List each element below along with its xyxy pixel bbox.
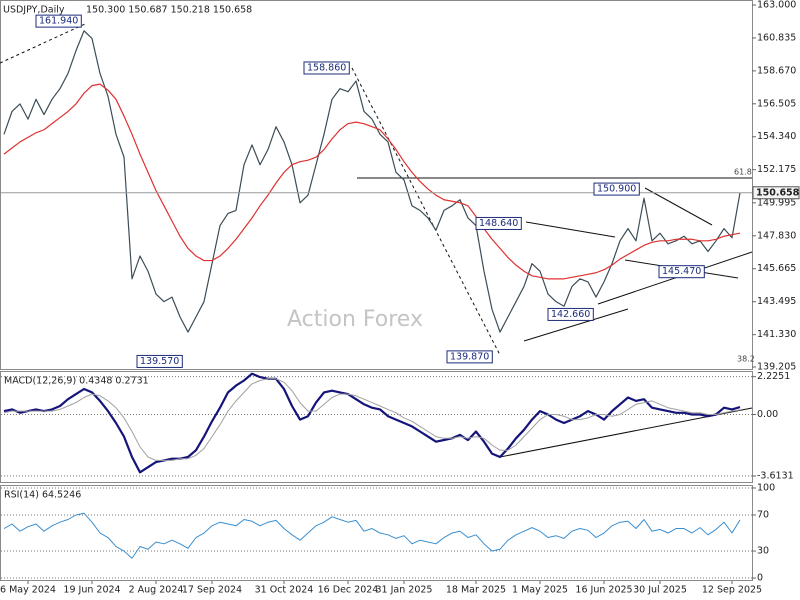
annotation-box bbox=[303, 61, 350, 75]
y-tick-label: 141.330 bbox=[757, 329, 796, 340]
fib-label: 61.8 bbox=[734, 168, 752, 177]
y-tick-label: 158.670 bbox=[757, 65, 796, 76]
y-tick-label: 100 bbox=[757, 482, 775, 493]
annotation-label: 139.870 bbox=[450, 351, 489, 362]
y-tick-label: 143.495 bbox=[757, 296, 796, 307]
last-price-box bbox=[752, 186, 800, 200]
y-tick-label: 139.205 bbox=[757, 362, 796, 373]
annotation-label: 150.900 bbox=[597, 184, 636, 195]
line-series bbox=[3, 30, 741, 333]
line-series bbox=[3, 512, 741, 559]
x-tick-label: 17 Sep 2024 bbox=[182, 585, 242, 596]
trendline bbox=[525, 221, 616, 238]
macd-title: MACD(12,26,9) 0.4348 0.2731 bbox=[4, 376, 149, 387]
macd-panel bbox=[0, 371, 753, 483]
x-tick-label: 19 Jun 2024 bbox=[63, 585, 120, 596]
y-tick-label: 147.830 bbox=[757, 230, 796, 241]
y-tick-label: 30 bbox=[757, 546, 769, 557]
line-series bbox=[3, 378, 741, 461]
trendline bbox=[523, 308, 629, 342]
x-tick-label: 2 Aug 2024 bbox=[129, 585, 184, 596]
annotation-box bbox=[593, 182, 640, 196]
y-tick-label: 145.665 bbox=[757, 263, 796, 274]
fib-label: 38.2 bbox=[737, 355, 755, 364]
x-tick-label: 31 Jan 2025 bbox=[376, 585, 433, 596]
annotation-label: 158.860 bbox=[307, 62, 346, 73]
x-tick-label: 1 May 2025 bbox=[512, 585, 568, 596]
line-series bbox=[3, 83, 741, 280]
last-price-label: 150.658 bbox=[756, 187, 800, 198]
x-tick-label: 30 Jul 2025 bbox=[633, 585, 687, 596]
annotation-label: 148.640 bbox=[479, 218, 518, 229]
y-tick-label: 152.175 bbox=[757, 164, 796, 175]
annotation-box bbox=[136, 354, 183, 368]
x-tick-label: 18 Mar 2025 bbox=[446, 585, 506, 596]
ohlc-label: 150.300 150.687 150.218 150.658 bbox=[86, 5, 252, 16]
annotation-box bbox=[475, 216, 522, 230]
y-tick-label: 156.505 bbox=[757, 98, 796, 109]
x-tick-label: 16 Jun 2025 bbox=[575, 585, 632, 596]
y-tick-label: -3.6131 bbox=[757, 470, 794, 481]
rsi-panel bbox=[0, 485, 753, 581]
y-tick-label: 154.340 bbox=[757, 131, 796, 142]
y-tick-label: 160.835 bbox=[757, 32, 796, 43]
y-tick-label: 149.995 bbox=[757, 197, 796, 208]
annotation-box bbox=[547, 307, 594, 321]
x-tick-label: 6 May 2024 bbox=[0, 585, 56, 596]
y-tick-label: 163.000 bbox=[757, 0, 796, 11]
annotation-label: 142.660 bbox=[551, 309, 590, 320]
x-tick-label: 31 Oct 2024 bbox=[255, 585, 314, 596]
y-tick-label: 2.2251 bbox=[757, 371, 790, 382]
y-tick-label: 0 bbox=[757, 573, 763, 584]
annotation-label: 139.570 bbox=[140, 356, 179, 367]
y-tick-label: 70 bbox=[757, 509, 769, 520]
x-tick-label: 16 Dec 2024 bbox=[318, 585, 379, 596]
annotation-label: 161.940 bbox=[39, 16, 78, 27]
annotation-box bbox=[35, 14, 82, 28]
rsi-title: RSI(14) 64.5246 bbox=[4, 490, 81, 501]
annotation-box bbox=[658, 265, 705, 279]
annotation-label: 145.470 bbox=[662, 266, 701, 277]
trendline bbox=[644, 187, 713, 226]
watermark: Action Forex bbox=[287, 307, 423, 332]
annotation-box bbox=[446, 350, 493, 364]
line-series bbox=[3, 372, 741, 474]
chart-title: USDJPY,Daily bbox=[3, 5, 65, 16]
y-tick-label: 0.00 bbox=[757, 409, 778, 420]
x-tick-label: 12 Sep 2025 bbox=[702, 585, 762, 596]
price-panel bbox=[0, 0, 753, 370]
